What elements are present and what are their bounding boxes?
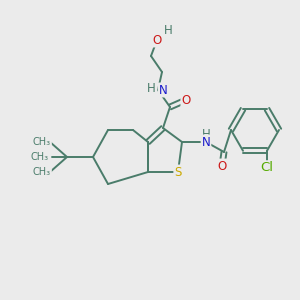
Text: N: N xyxy=(202,136,210,148)
Text: O: O xyxy=(218,160,226,172)
Text: N: N xyxy=(159,83,167,97)
Text: H: H xyxy=(147,82,155,94)
Text: CH₃: CH₃ xyxy=(33,167,51,177)
Text: H: H xyxy=(164,23,172,37)
Text: O: O xyxy=(182,94,190,106)
Text: O: O xyxy=(152,34,162,46)
Text: Cl: Cl xyxy=(260,161,274,174)
Text: CH₃: CH₃ xyxy=(31,152,49,162)
Text: H: H xyxy=(202,128,210,140)
Text: S: S xyxy=(174,166,182,178)
Text: CH₃: CH₃ xyxy=(33,137,51,147)
